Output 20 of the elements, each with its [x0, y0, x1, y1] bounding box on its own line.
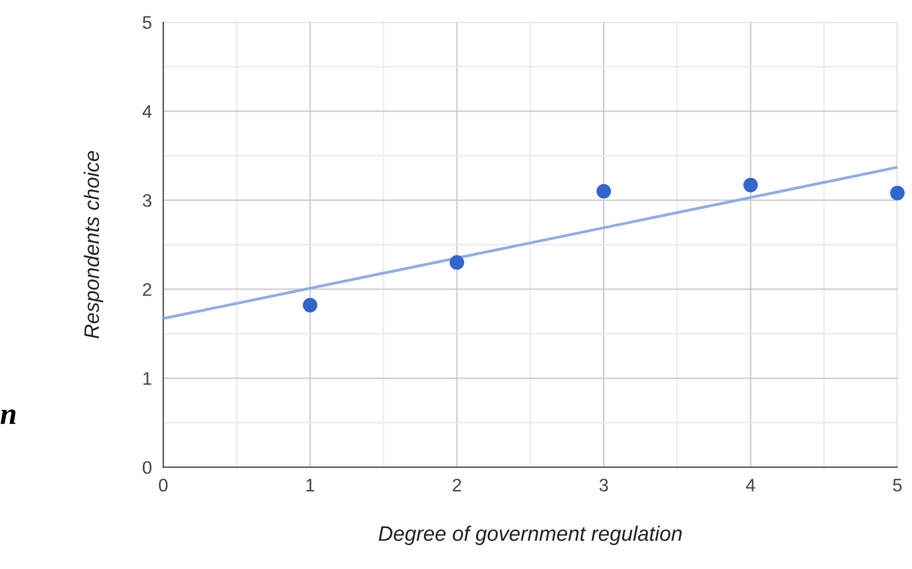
point: [450, 255, 464, 270]
y-tick-label: 4: [142, 105, 152, 118]
x-tick-label: 4: [746, 478, 756, 492]
x-tick-label: 5: [893, 478, 902, 492]
y-tick-label: 0: [142, 461, 152, 474]
y-tick-label: 3: [142, 194, 152, 207]
point: [302, 298, 318, 312]
y-tick-label: 2: [143, 283, 152, 296]
y-tick-label: 5: [142, 16, 152, 29]
point: [890, 186, 905, 200]
text: n: [0, 410, 16, 424]
x-tick-label: 2: [452, 478, 462, 492]
y-tick-label: 1: [143, 372, 152, 385]
x-axis-title: Degree of government regulation: [378, 526, 682, 546]
x-tick-label: 3: [599, 478, 608, 492]
x-tick-label: 0: [158, 478, 168, 492]
y-axis-title: Respondents choice: [84, 151, 104, 338]
point: [743, 178, 758, 192]
point: [596, 184, 612, 199]
x-tick-label: 1: [306, 478, 314, 492]
